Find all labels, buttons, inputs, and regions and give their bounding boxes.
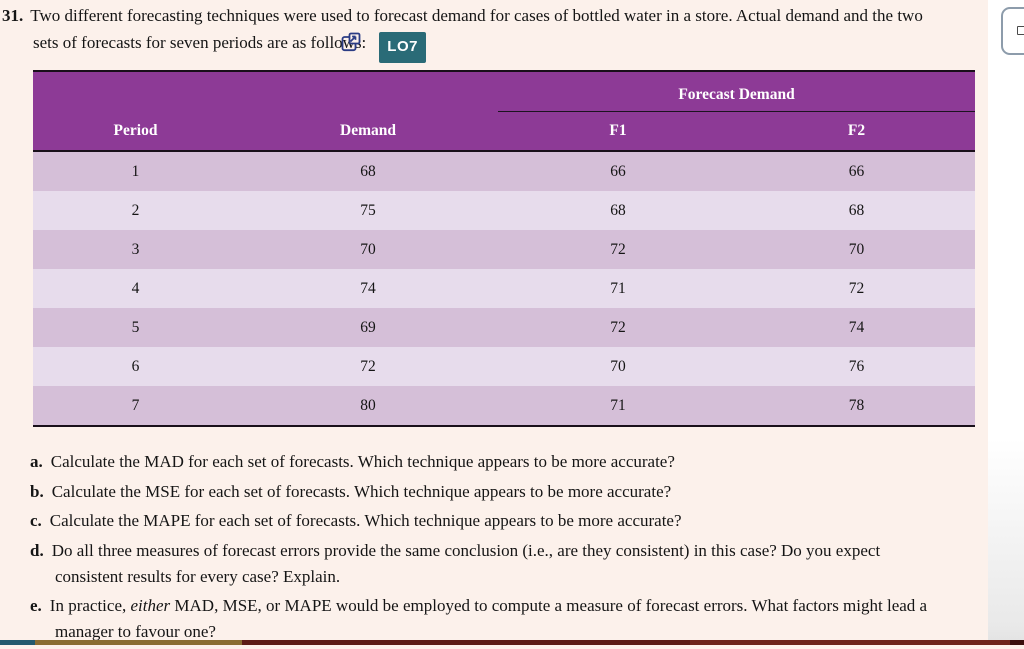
sidebar-tool-button[interactable] xyxy=(1001,7,1024,55)
problem-text-line1: Two different forecasting techniques wer… xyxy=(30,6,923,25)
group-header-forecast-demand: Forecast Demand xyxy=(498,72,975,112)
question-text: Calculate the MSE for each set of foreca… xyxy=(51,481,672,501)
cell-demand: 75 xyxy=(360,202,376,219)
cell-f2: 70 xyxy=(848,241,865,258)
table-row: 3 70 72 70 xyxy=(33,230,975,269)
demand-forecast-table: Forecast Demand Period Demand F1 F2 1 68… xyxy=(33,70,975,427)
note-icon xyxy=(1017,26,1024,35)
cell-demand: 74 xyxy=(360,280,376,297)
next-page-peek-strip xyxy=(0,640,1024,645)
cell-f2: 74 xyxy=(848,319,865,336)
question-text-line2: manager to favour one? xyxy=(55,622,216,641)
question-label: c. xyxy=(30,511,42,530)
question-label: e. xyxy=(30,596,42,615)
column-header-f1: F1 xyxy=(609,122,627,139)
cell-demand: 80 xyxy=(360,397,376,414)
cell-f1: 68 xyxy=(610,202,626,219)
question-list: a. Calculate the MAD for each set of fore… xyxy=(30,449,982,649)
question-text-line2: consistent results for every case? Expla… xyxy=(55,566,341,586)
question-c: c. Calculate the MAPE for each set of for… xyxy=(30,508,982,534)
question-label: b. xyxy=(30,481,44,501)
table-row: 6 72 70 76 xyxy=(33,347,975,386)
cell-period: 2 xyxy=(131,202,140,219)
cell-period: 7 xyxy=(131,397,140,414)
table-header: Forecast Demand Period Demand F1 F2 xyxy=(33,72,975,152)
right-sidebar-rail xyxy=(988,0,1024,645)
cell-f1: 71 xyxy=(610,397,626,414)
question-a: a. Calculate the MAD for each set of fore… xyxy=(30,449,982,475)
cell-f2: 68 xyxy=(848,202,865,219)
header-spacer xyxy=(33,72,498,112)
question-label: d. xyxy=(30,540,44,560)
learning-objective-badge[interactable]: LO7 xyxy=(379,31,426,63)
cell-demand: 68 xyxy=(360,163,376,180)
cell-demand: 72 xyxy=(360,358,376,375)
cell-f1: 70 xyxy=(610,358,626,375)
cell-period: 5 xyxy=(131,319,140,336)
cell-demand: 70 xyxy=(360,241,376,258)
cell-period: 6 xyxy=(131,358,140,375)
problem-number: 31. xyxy=(2,6,24,25)
question-d: d. Do all three measures of forecast erro… xyxy=(30,538,982,590)
question-text-prefix: In practice, xyxy=(49,596,131,615)
question-text: Calculate the MAPE for each set of forec… xyxy=(49,511,682,530)
cell-f2: 72 xyxy=(848,280,865,297)
cell-f1: 71 xyxy=(610,280,626,297)
cell-f1: 66 xyxy=(610,163,626,180)
problem-text-line2: sets of forecasts for seven periods are … xyxy=(33,32,367,52)
question-text-italic: either xyxy=(130,596,171,615)
table-row: 1 68 66 66 xyxy=(33,152,975,191)
cell-f2: 66 xyxy=(848,163,865,180)
question-text: Calculate the MAD for each set of foreca… xyxy=(50,452,675,471)
column-header-f2: F2 xyxy=(847,122,866,139)
cell-period: 1 xyxy=(131,163,140,180)
cell-f1: 72 xyxy=(610,319,626,336)
table-row: 7 80 71 78 xyxy=(33,386,975,425)
table-row: 2 75 68 68 xyxy=(33,191,975,230)
problem-statement: 31. Two different forecasting techniques … xyxy=(2,3,972,63)
question-e: e. In practice, either MAD, MSE, or MAPE … xyxy=(30,593,982,645)
question-text-line1: Do all three measures of forecast errors… xyxy=(51,540,881,560)
cell-f1: 72 xyxy=(610,241,626,258)
cell-period: 4 xyxy=(131,280,140,297)
column-header-period: Period xyxy=(113,122,158,139)
question-label: a. xyxy=(30,452,43,471)
cell-period: 3 xyxy=(131,241,140,258)
column-header-demand: Demand xyxy=(340,122,396,139)
table-row: 5 69 72 74 xyxy=(33,308,975,347)
cell-f2: 78 xyxy=(848,397,865,414)
cell-f2: 76 xyxy=(848,358,865,375)
question-text-rest: MAD, MSE, or MAPE would be employed to c… xyxy=(170,596,928,615)
question-b: b. Calculate the MSE for each set of fore… xyxy=(30,479,982,505)
cell-demand: 69 xyxy=(360,319,376,336)
table-row: 4 74 71 72 xyxy=(33,269,975,308)
